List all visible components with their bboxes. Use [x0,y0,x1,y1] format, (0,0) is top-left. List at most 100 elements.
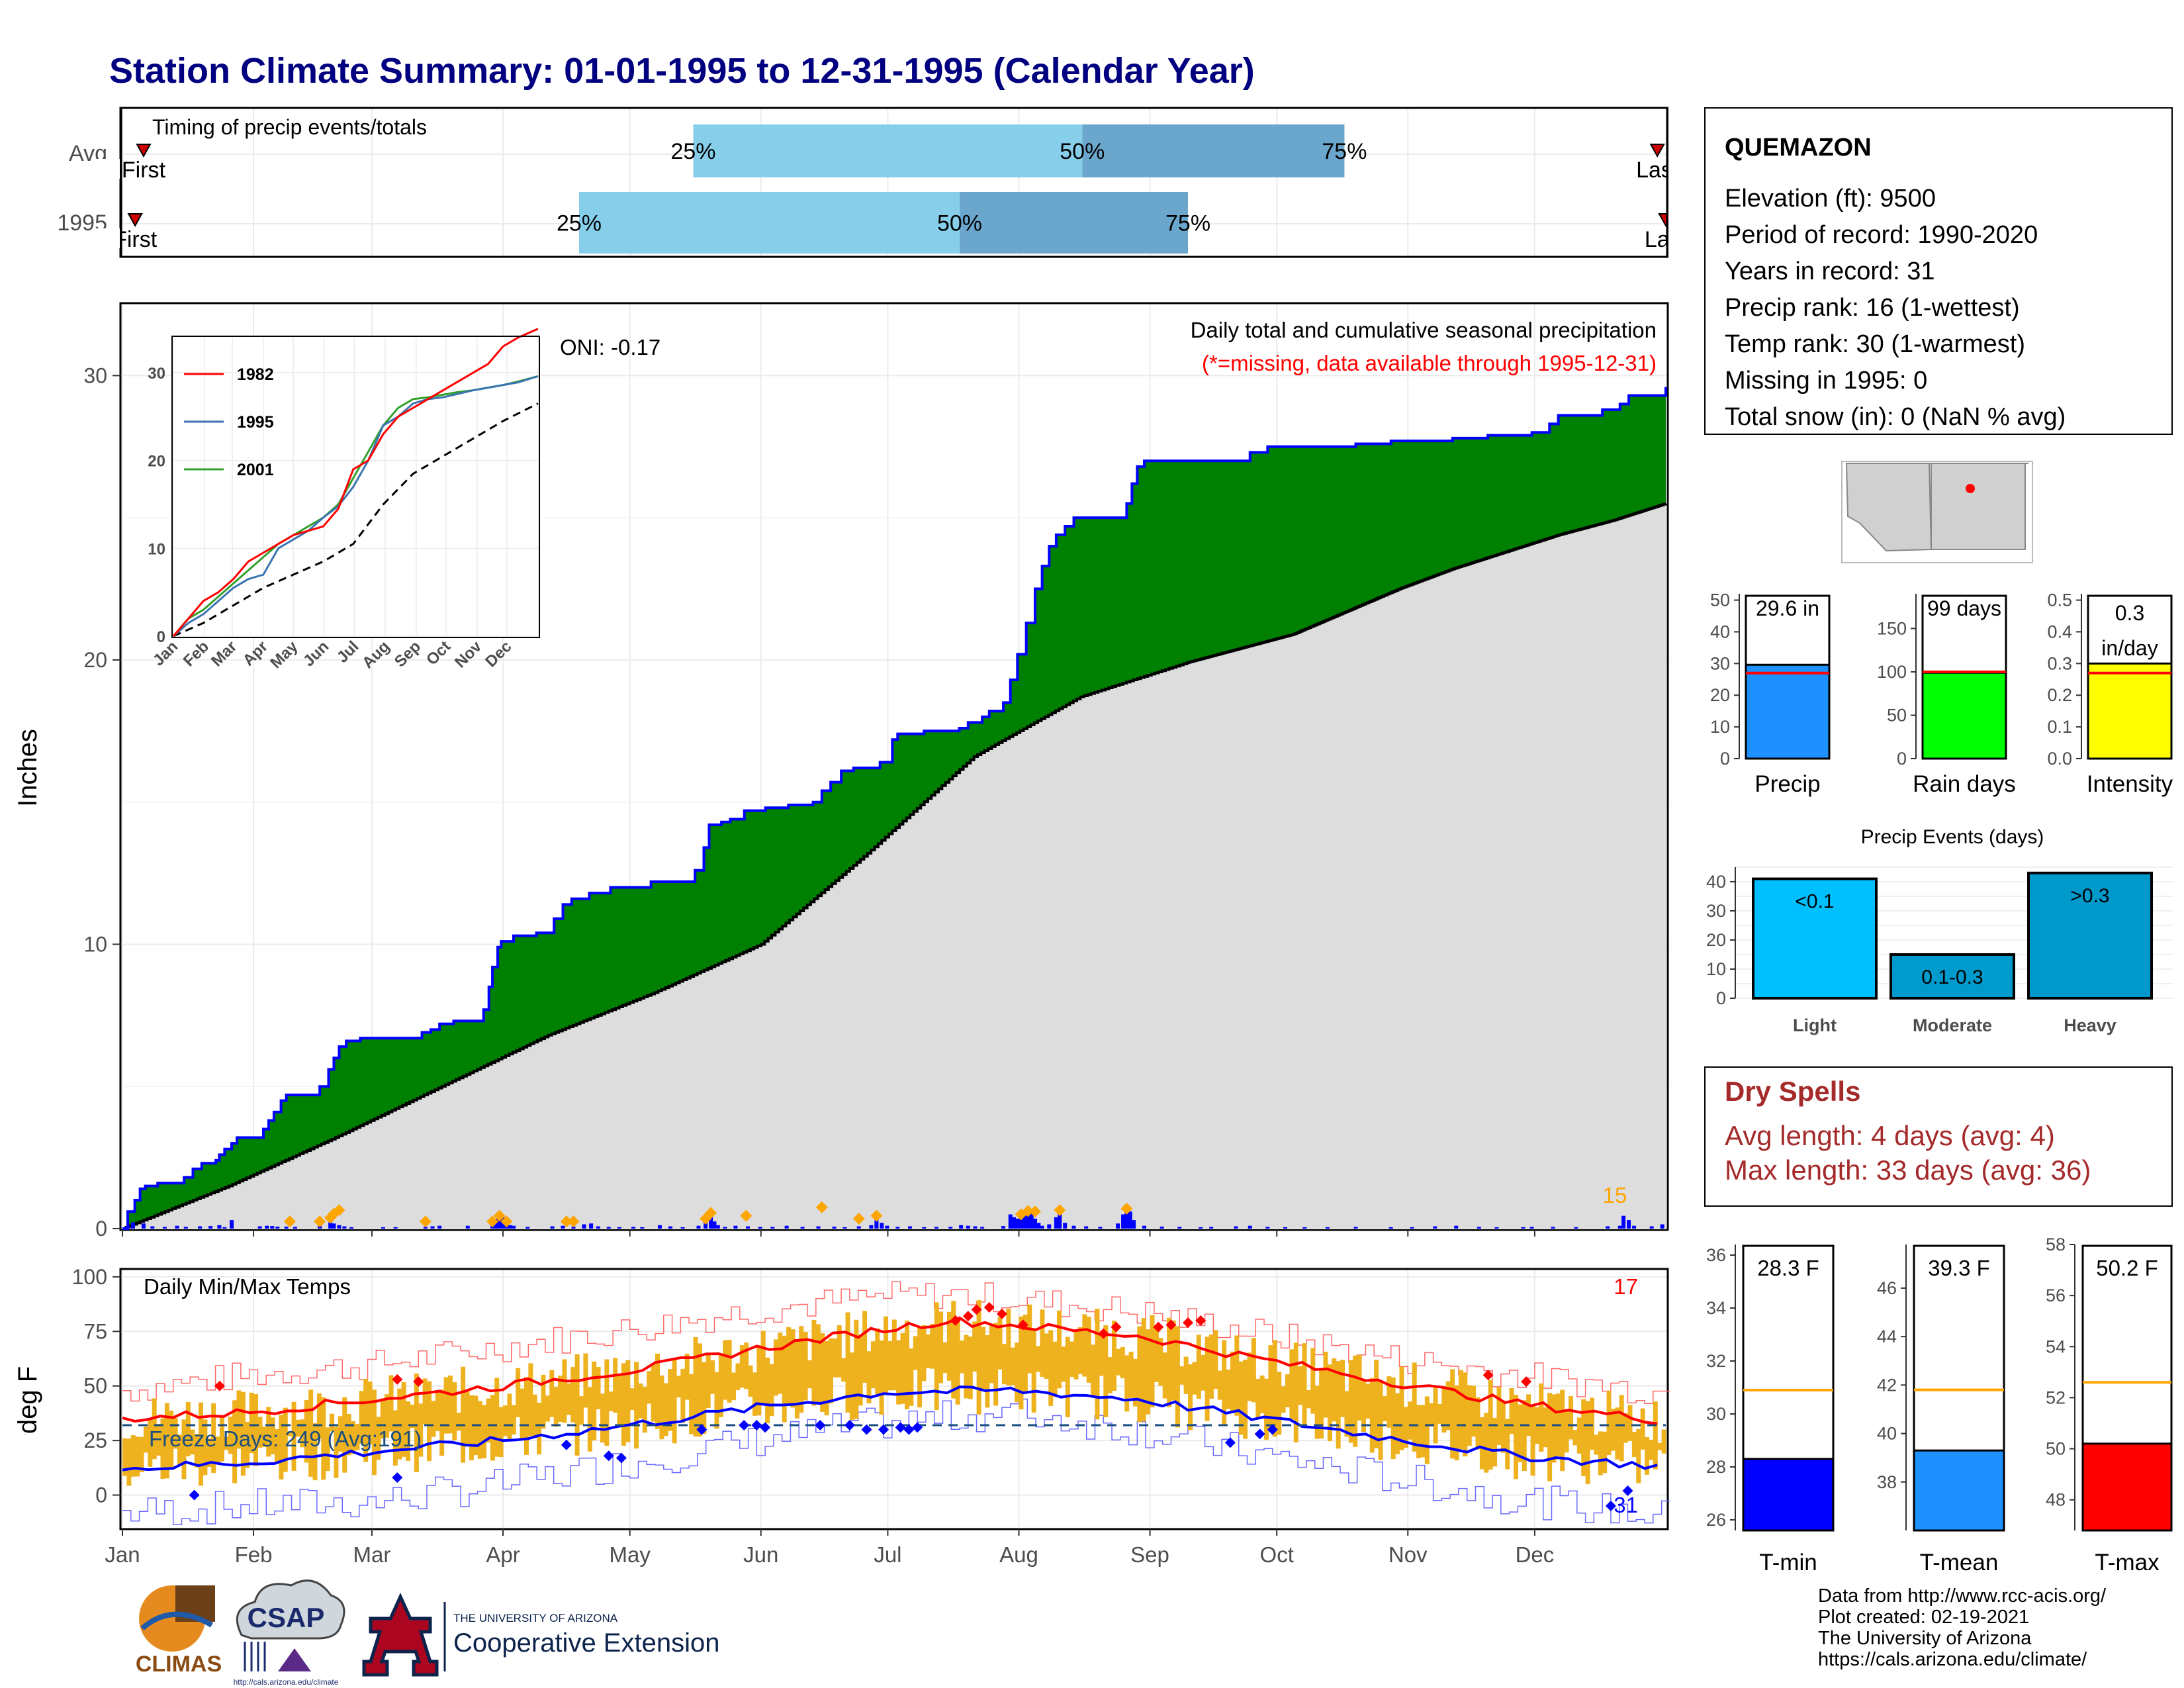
timing-label-50: 50% [1060,139,1105,164]
daily-temp-bar [1082,1314,1087,1377]
daily-temp-bar [689,1374,694,1434]
mini-bar-value-label: 99 days [1927,596,2001,620]
temp-summary-tick-label: 48 [2046,1490,2066,1510]
temp-x-tick-label: Jan [105,1542,140,1567]
daily-temp-bar [283,1407,288,1472]
daily-temp-bar [143,1427,148,1453]
daily-temp-bar [181,1419,187,1479]
daily-temp-bar [989,1324,994,1383]
daily-temp-bar [592,1361,597,1441]
daily-temp-bar [968,1336,973,1399]
daily-temp-bar [173,1418,178,1449]
daily-temp-bar [351,1421,355,1454]
daily-temp-bar [904,1320,909,1409]
daily-temp-bar [938,1311,944,1383]
daily-temp-bar [862,1311,868,1383]
daily-temp-bar [523,1377,529,1455]
daily-precip-bar [265,1225,269,1229]
daily-temp-bar [748,1365,753,1397]
daily-precip-bar [712,1221,717,1229]
daily-temp-bar [494,1378,500,1457]
record-high-marker [950,1315,961,1326]
first-event-marker [127,213,143,228]
daily-temp-bar [1175,1326,1180,1428]
daily-temp-bar [1623,1413,1629,1443]
precip-y-axis-label: Inches [13,729,42,807]
daily-temp-bar [443,1377,449,1434]
daily-temp-bar [1179,1366,1185,1385]
temp-summary-label: T-mean [1920,1550,1999,1575]
inset-average-line [173,402,539,637]
daily-temp-bar [1560,1389,1565,1472]
inset-line-1982 [172,328,539,637]
daily-temp-bar [1615,1407,1620,1460]
temp-summary-value-label: 50.2 F [2096,1256,2158,1280]
daily-temp-bar [439,1389,445,1456]
daily-precip-bar [293,1227,297,1229]
daily-temp-bar [659,1375,664,1440]
daily-precip-bar [832,1226,837,1229]
daily-temp-bar [511,1405,516,1435]
temp-x-tick-label: Jul [874,1542,901,1567]
inset-lines [172,328,539,637]
map-new-mexico [1931,463,2026,550]
daily-temp-bar [1433,1387,1438,1444]
daily-precip-bar [1248,1225,1252,1229]
daily-precip-bar [907,1226,912,1229]
normal-cumulative-line [122,502,1667,1230]
daily-precip-bar [874,1218,879,1229]
daily-precip-bar [582,1224,586,1229]
daily-temp-bar [887,1340,893,1391]
daily-temp-bar [1052,1341,1058,1397]
daily-temp-bar [1513,1395,1518,1479]
daily-temp-bar [1208,1335,1214,1399]
daily-temp-bar [1530,1405,1535,1476]
daily-temp-bar [203,1419,208,1476]
events-bar [2027,871,2153,1000]
ua-logo: THE UNIVERSITY OF ARIZONA Cooperative Ex… [362,1592,719,1677]
daily-temp-bar [638,1383,643,1419]
temp-summary-tick-label: 56 [2046,1286,2066,1305]
station-period: Period of record: 1990-2020 [1725,221,2038,249]
daily-temp-bar [316,1393,322,1439]
daily-temp-bar [849,1352,854,1420]
daily-temp-bar [858,1335,863,1406]
mini-tick-label: 150 [1877,618,1907,638]
average-min-line [122,1385,1658,1472]
daily-precip-bar [631,1227,636,1229]
temp-x-tick-label: May [610,1542,651,1567]
temp-summary-tick-label: 42 [1877,1375,1897,1395]
timing-label-mask [93,159,120,179]
daily-precip-bar [895,1227,900,1229]
daily-precip-bar [198,1226,203,1229]
daily-temp-bar [1361,1381,1366,1432]
daily-temp-bar [1001,1344,1007,1385]
daily-temp-bar [1387,1376,1392,1428]
temp-x-tick-label: Feb [235,1542,273,1567]
daily-precip-bar [617,1227,621,1229]
daily-temp-bar [1576,1417,1582,1454]
daily-temp-bar [900,1333,905,1404]
daily-temp-bar [1162,1352,1167,1399]
first-event-marker [136,144,152,158]
daily-temp-bar [427,1381,432,1462]
daily-temp-bar [1336,1361,1341,1449]
daily-temp-bar [257,1417,263,1448]
mini-bar-value-label: 0.3 [2115,601,2144,625]
daily-temp-bar [786,1327,792,1404]
daily-temp-bar [1619,1395,1624,1462]
daily-precip-bar [393,1227,398,1229]
record-low-marker [1622,1485,1633,1496]
daily-temp-bar [680,1368,686,1423]
temp-summary-tick-label: 44 [1877,1327,1897,1346]
daily-temp-bar [295,1419,300,1437]
daily-temp-bar [1023,1314,1028,1392]
daily-temp-bar [951,1301,956,1399]
daily-temp-bar [1424,1396,1430,1464]
record-low-marker [861,1424,872,1435]
daily-temp-bar [1602,1431,1608,1474]
credits-created: Plot created: 02-19-2021 [1818,1607,2029,1628]
daily-temp-bar [1636,1429,1641,1483]
daily-temp-bar [1408,1401,1413,1440]
